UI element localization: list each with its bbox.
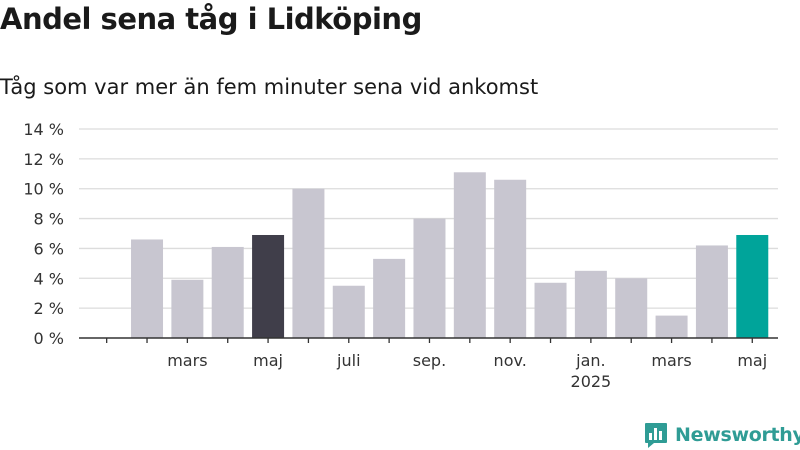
newsworthy-logo-icon: [645, 423, 667, 448]
y-tick-label: 14 %: [23, 120, 64, 139]
bar-2024-10: [453, 172, 486, 338]
bar-2025-01: [574, 270, 607, 338]
brand-logo: Newsworthy: [644, 420, 800, 450]
y-tick-label: 4 %: [34, 269, 64, 288]
y-tick-label: 0 %: [34, 329, 64, 348]
x-tick-label: jan.: [575, 351, 605, 370]
bar-2024-06: [292, 188, 325, 338]
brand-name: Newsworthy: [675, 424, 800, 446]
x-axis: [79, 337, 778, 343]
x-tick-sublabel: 2025: [571, 372, 612, 391]
bar-2024-07: [332, 285, 365, 338]
x-tick-label: mars: [651, 351, 691, 370]
x-tick-label: maj: [737, 351, 767, 370]
bar-2024-12: [534, 282, 567, 338]
bar-2024-09: [413, 218, 446, 338]
x-axis-ticks: mars maj juli sep. nov. jan. 2025 mars maj: [167, 351, 767, 391]
x-tick-label: sep.: [413, 351, 446, 370]
x-tick-label: mars: [167, 351, 207, 370]
y-tick-label: 10 %: [23, 180, 64, 199]
bar-2025-02: [615, 278, 648, 338]
bars: [131, 172, 769, 338]
bar-2024-03: [171, 279, 204, 338]
y-tick-label: 8 %: [34, 210, 64, 229]
y-axis-ticks: 0 % 2 % 4 % 6 % 8 % 10 % 12 % 14 %: [23, 120, 64, 348]
bar-2024-05: [252, 234, 285, 338]
bar-2024-08: [373, 258, 406, 338]
x-tick-label: maj: [253, 351, 283, 370]
x-tick-label: nov.: [494, 351, 527, 370]
y-tick-label: 2 %: [34, 299, 64, 318]
y-tick-label: 12 %: [23, 150, 64, 169]
bar-2024-11: [494, 179, 527, 338]
bar-2025-05: [736, 234, 769, 338]
bar-2024-04: [211, 246, 244, 338]
chart-title: Andel sena tåg i Lidköping: [0, 2, 422, 36]
bar-2025-04: [695, 245, 728, 338]
chart-subtitle: Tåg som var mer än fem minuter sena vid …: [0, 75, 539, 99]
bar-2025-03: [655, 315, 688, 338]
bar-2024-02: [131, 239, 164, 338]
x-tick-label: juli: [336, 351, 360, 370]
y-tick-label: 6 %: [34, 239, 64, 258]
